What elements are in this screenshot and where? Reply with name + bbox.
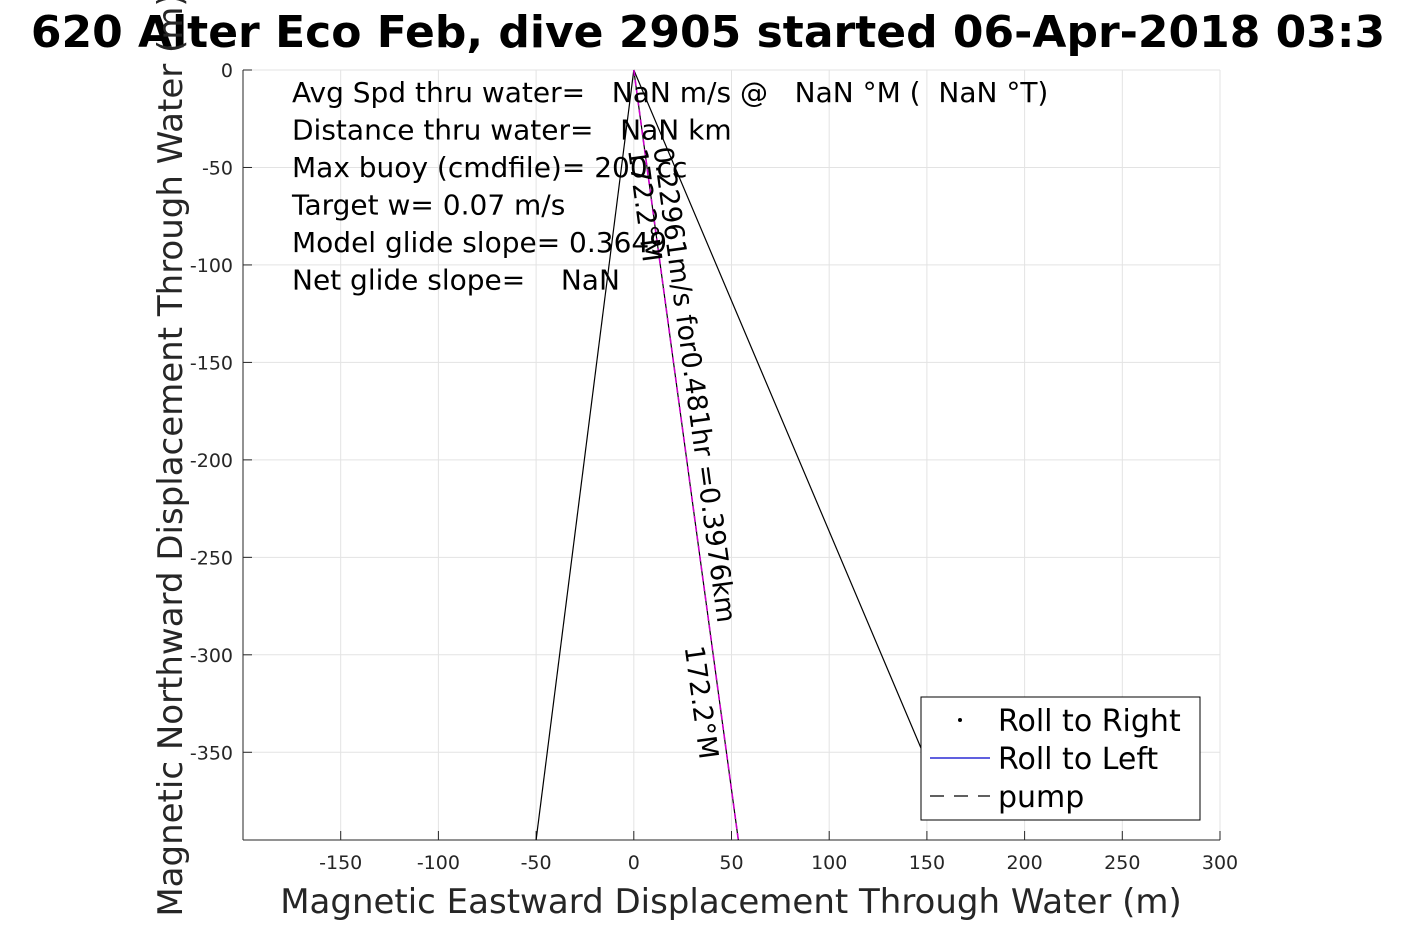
info-line-2: Max buoy (cmdfile)= 200 cc (292, 151, 687, 184)
legend-marker-dot (958, 718, 962, 722)
x-tick-label: 150 (909, 852, 945, 874)
info-line-0: Avg Spd thru water= NaN m/s @ NaN °M ( N… (292, 76, 1048, 109)
series-line-0 (535, 69, 635, 841)
y-tick-label: -250 (190, 547, 233, 569)
axes (242, 69, 1221, 841)
x-tick-label: 50 (719, 852, 743, 874)
y-axis-label: Magnetic Northward Displacement Through … (151, 0, 191, 917)
x-tick-label: -50 (521, 852, 552, 874)
x-tick-label: 200 (1006, 852, 1042, 874)
x-tick-label: 100 (811, 852, 847, 874)
y-tick-label: -200 (190, 450, 233, 472)
y-tick-label: -350 (190, 742, 233, 764)
legend-label: Roll to Left (998, 742, 1158, 777)
y-tick-label: 0 (221, 60, 233, 82)
y-tick-labels: 0 -50 -100 -150 -200 -250 -300 -350 (190, 60, 233, 764)
dive-info-text: Avg Spd thru water= NaN m/s @ NaN °M ( N… (291, 76, 1048, 297)
series-line-2 (633, 69, 739, 841)
x-tick-label: -150 (319, 852, 362, 874)
y-tick-label: -300 (190, 645, 233, 667)
legend-label: Roll to Right (998, 704, 1181, 739)
chart-title: 620 Alter Eco Feb, dive 2905 started 06-… (31, 7, 1385, 58)
x-tick-label: 0 (628, 852, 640, 874)
y-tick-label: -100 (190, 255, 233, 277)
x-tick-labels: -150 -100 -50 0 50 100 150 200 250 300 (319, 852, 1238, 874)
x-tick-label: -100 (417, 852, 460, 874)
y-tick-label: -150 (190, 352, 233, 374)
info-line-4: Model glide slope= 0.3649 (292, 226, 667, 259)
x-tick-label: 250 (1104, 852, 1140, 874)
info-line-5: Net glide slope= NaN (292, 264, 620, 297)
series-line-1 (633, 69, 928, 763)
legend-label: pump (998, 780, 1084, 815)
x-axis-label: Magnetic Eastward Displacement Through W… (280, 882, 1182, 922)
info-line-1: Distance thru water= NaN km (292, 114, 732, 147)
info-line-3: Target w= 0.07 m/s (291, 189, 565, 222)
y-tick-label: -50 (202, 157, 233, 179)
x-tick-label: 300 (1202, 852, 1238, 874)
data-series (535, 69, 928, 841)
